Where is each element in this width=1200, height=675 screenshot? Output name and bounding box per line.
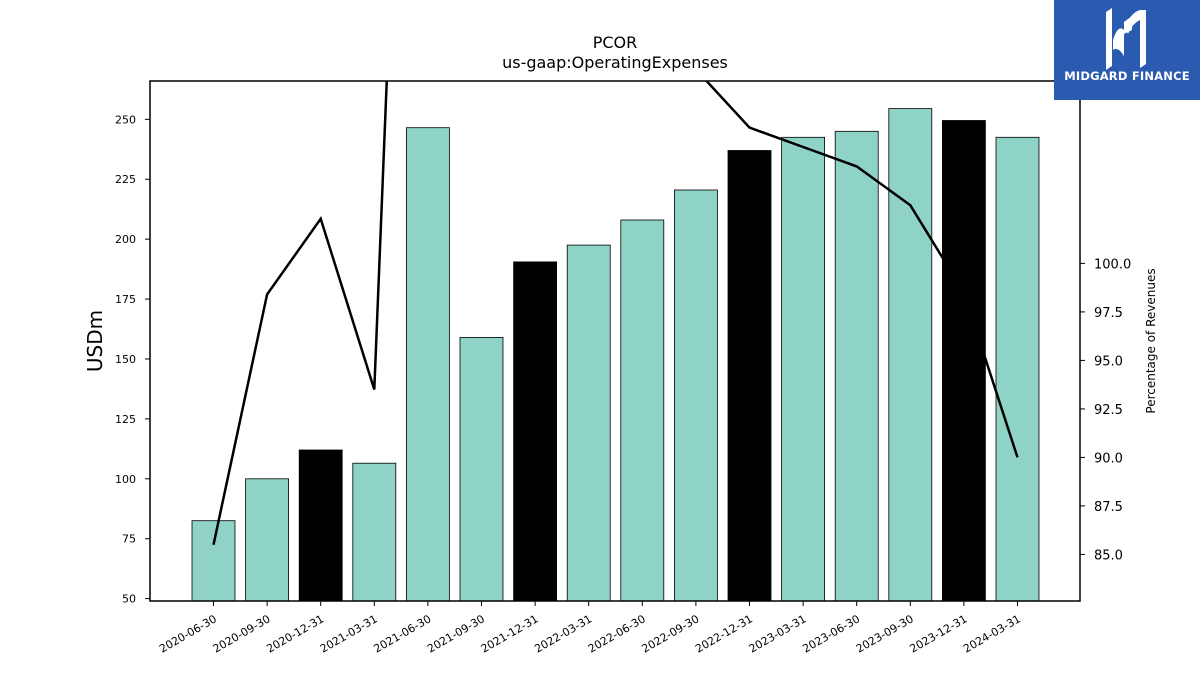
bar-2020-12-31 [298,449,343,602]
bar-2023-12-31 [942,120,986,602]
y-tick-label: 200 [115,233,136,246]
left-axis: 50 75 100 125 150 175 200 225 250 [115,113,150,606]
x-tick-label: 2022-12-31 [693,612,755,655]
bar-2024-03-31 [995,136,1040,602]
y2-tick-label: 87.5 [1094,500,1123,515]
midgard-m-icon [1106,8,1146,70]
x-tick-label: 2023-12-31 [908,612,970,655]
bar-2023-06-30 [834,130,879,602]
x-tick-label: 2023-09-30 [854,612,916,655]
x-tick-label: 2020-09-30 [211,612,273,655]
bar-2022-03-31 [566,244,611,602]
chart-title: PCOR [593,33,638,52]
y2-tick-label: 97.5 [1094,306,1123,321]
x-tick-label: 2023-06-30 [800,612,862,655]
y-tick-label: 225 [115,173,136,186]
y-tick-label: 250 [115,113,136,126]
bar-2021-06-30 [405,127,450,602]
y-tick-label: 150 [115,353,136,366]
chart-subtitle: us-gaap:OperatingExpenses [502,53,728,72]
y-tick-label: 125 [115,413,136,426]
bar-2023-03-31 [781,136,825,602]
brand-name: MIDGARD FINANCE [1064,69,1190,83]
bar-2021-03-31 [352,462,397,602]
x-tick-label: 2021-06-30 [372,612,434,655]
bar-2020-09-30 [245,478,290,602]
x-tick-label: 2023-03-31 [747,612,809,655]
bar-2022-12-31 [727,150,772,602]
y2-tick-label: 95.0 [1094,354,1123,369]
x-tick-label: 2020-12-31 [264,612,326,655]
y-axis-label: USDm [83,310,107,372]
y2-tick-label: 100.0 [1094,257,1131,272]
y2-tick-label: 92.5 [1094,403,1123,418]
x-tick-label: 2021-03-31 [318,612,380,655]
bar-2021-09-30 [459,336,504,602]
x-tick-label: 2022-09-30 [640,612,702,655]
bars-group [191,108,1040,602]
plot-frame [149,80,1081,602]
x-axis: 2020-06-302020-09-302020-12-312021-03-31… [157,601,1023,656]
x-tick-label: 2021-09-30 [425,612,487,655]
x-tick-label: 2020-06-30 [157,612,219,655]
bar-2020-06-30 [191,520,236,602]
y-tick-label: 100 [115,473,136,486]
y2-tick-label: 90.0 [1094,451,1123,466]
x-tick-label: 2024-03-31 [961,612,1023,655]
y-tick-label: 50 [122,593,136,606]
x-tick-label: 2022-03-31 [532,612,594,655]
bar-2023-09-30 [888,108,933,602]
right-axis: 85.0 87.5 90.0 92.5 95.0 97.5 100.0 [1080,257,1131,563]
y2-tick-label: 85.0 [1094,548,1123,563]
y-tick-label: 75 [122,533,136,546]
y-tick-label: 175 [115,293,136,306]
y2-axis-label: Percentage of Revenues [1144,268,1158,413]
x-tick-label: 2022-06-30 [586,612,648,655]
percentage-line [212,81,1019,545]
x-tick-label: 2021-12-31 [479,612,541,655]
bar-2022-06-30 [620,219,665,602]
bar-2022-09-30 [674,189,718,602]
bar-2021-12-31 [513,261,557,602]
brand-logo: MIDGARD FINANCE [1054,0,1200,100]
